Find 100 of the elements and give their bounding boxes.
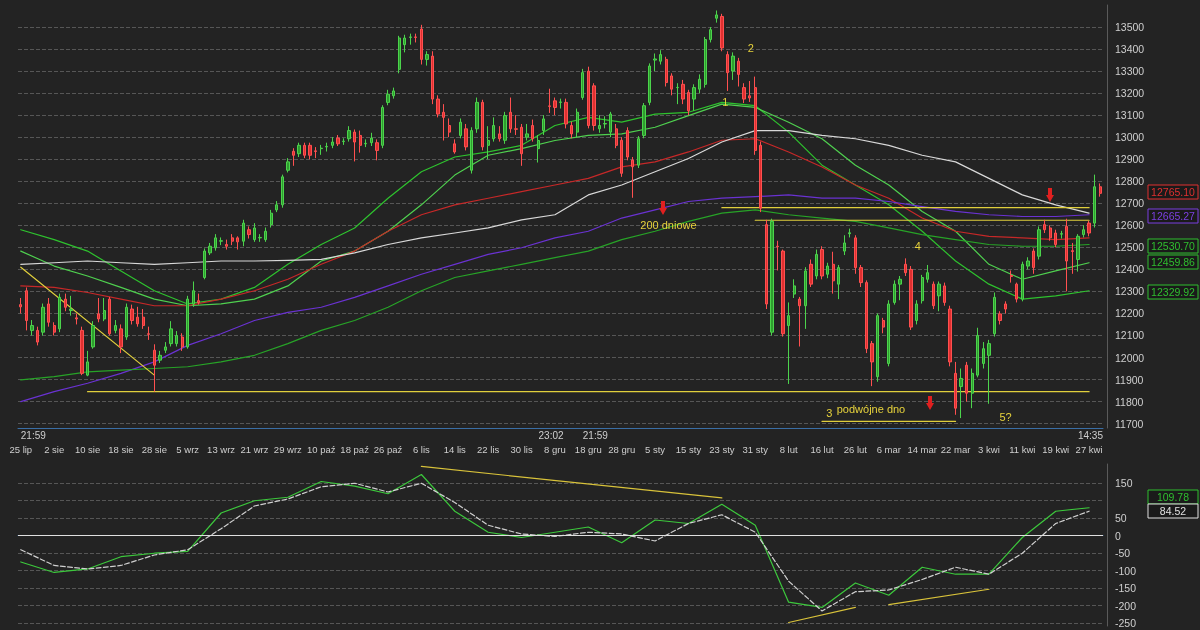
candlestick	[275, 200, 278, 213]
line-series	[20, 209, 1090, 381]
candlestick	[676, 82, 679, 105]
candlestick	[325, 142, 328, 153]
x-tick-label: 6 mar	[876, 443, 901, 455]
candlestick	[926, 264, 929, 284]
candlestick	[164, 341, 167, 354]
text: 23:02	[538, 429, 564, 441]
candlestick	[859, 264, 863, 288]
candlestick	[359, 130, 362, 154]
candlestick	[431, 50, 434, 105]
candlestick	[954, 361, 957, 416]
candlestick	[759, 141, 762, 213]
candlestick	[848, 228, 851, 238]
candlestick	[726, 50, 729, 92]
candlestick	[637, 135, 640, 169]
candlestick	[308, 142, 312, 160]
candlestick	[548, 88, 551, 114]
candlestick	[409, 33, 412, 46]
candlestick	[809, 258, 813, 288]
candlestick	[353, 128, 356, 162]
candlestick	[1026, 256, 1030, 270]
candlestick	[414, 33, 417, 43]
candlestick	[581, 68, 584, 101]
candlestick	[615, 123, 618, 149]
text: 109.78	[1156, 491, 1190, 503]
candlestick	[258, 233, 262, 243]
y-tick-label: 13100	[1115, 109, 1145, 122]
y-tick-label: -250	[1115, 617, 1137, 630]
candlestick	[392, 87, 395, 100]
candlestick	[292, 147, 295, 167]
candlestick	[47, 297, 50, 328]
candlestick	[30, 319, 34, 336]
candlestick	[959, 368, 963, 419]
candlestick	[948, 305, 952, 367]
candlestick	[364, 138, 367, 148]
candlestick	[314, 146, 317, 159]
candlestick	[75, 312, 78, 325]
candlestick	[665, 56, 668, 88]
candlestick	[915, 299, 918, 325]
candlestick	[231, 233, 234, 246]
candlestick	[531, 119, 534, 143]
candlestick	[114, 319, 117, 334]
x-tick-label: 18 paź	[340, 443, 370, 455]
candlestick	[709, 26, 712, 43]
text: 12459.86	[1151, 256, 1196, 268]
candlestick	[537, 134, 540, 164]
x-tick-label: 14 lis	[443, 443, 467, 455]
candlestick	[80, 326, 84, 376]
annotation: 2	[747, 42, 754, 54]
y-tick-label: 12600	[1115, 219, 1145, 232]
candlestick	[776, 240, 779, 271]
candlestick	[464, 123, 468, 151]
candlestick	[843, 234, 846, 256]
candlestick	[854, 234, 857, 275]
candlestick	[119, 323, 123, 354]
candlestick	[876, 312, 879, 383]
candlestick	[720, 13, 724, 52]
candlestick	[475, 97, 479, 134]
line-series	[20, 138, 1090, 307]
candlestick	[1065, 218, 1068, 292]
candlestick	[609, 111, 612, 138]
candlestick	[1043, 219, 1046, 234]
candlestick	[481, 99, 484, 151]
candlestick	[53, 321, 56, 336]
candlestick	[425, 50, 429, 67]
candlestick	[169, 320, 173, 347]
candlestick	[1037, 225, 1041, 260]
y-tick-label: -150	[1115, 582, 1137, 595]
candlestick	[731, 51, 735, 81]
x-tick-label: 3 kwi	[978, 443, 1000, 455]
y-tick-label: 11700	[1115, 417, 1144, 430]
candlestick	[487, 125, 490, 160]
candlestick	[130, 304, 134, 325]
candlestick	[247, 225, 251, 240]
candlestick	[592, 82, 596, 132]
candlestick	[470, 126, 473, 175]
candlestick	[253, 222, 256, 243]
text: 12765.10	[1151, 186, 1196, 198]
x-tick-label: 23 sty	[709, 443, 735, 455]
candlestick	[219, 236, 223, 246]
line-series	[20, 194, 1090, 403]
candlestick	[804, 266, 807, 330]
x-tick-label: 19 kwi	[1042, 443, 1070, 455]
candlestick	[1054, 229, 1057, 248]
candlestick	[403, 34, 406, 53]
x-tick-label: 22 lis	[477, 443, 500, 455]
candlestick	[765, 219, 768, 310]
candlestick	[781, 249, 785, 338]
y-tick-label: 13200	[1115, 87, 1145, 100]
candlestick	[386, 89, 390, 106]
y-tick-label: 12300	[1115, 285, 1145, 298]
x-tick-label: 25 lip	[9, 443, 33, 455]
candlestick	[453, 138, 456, 155]
annotation: 4	[914, 240, 921, 252]
text: 12665.27	[1151, 210, 1196, 222]
x-tick-label: 21 wrz	[240, 443, 269, 455]
candlestick	[737, 57, 740, 88]
candlestick	[286, 157, 290, 173]
candlestick	[603, 115, 607, 129]
